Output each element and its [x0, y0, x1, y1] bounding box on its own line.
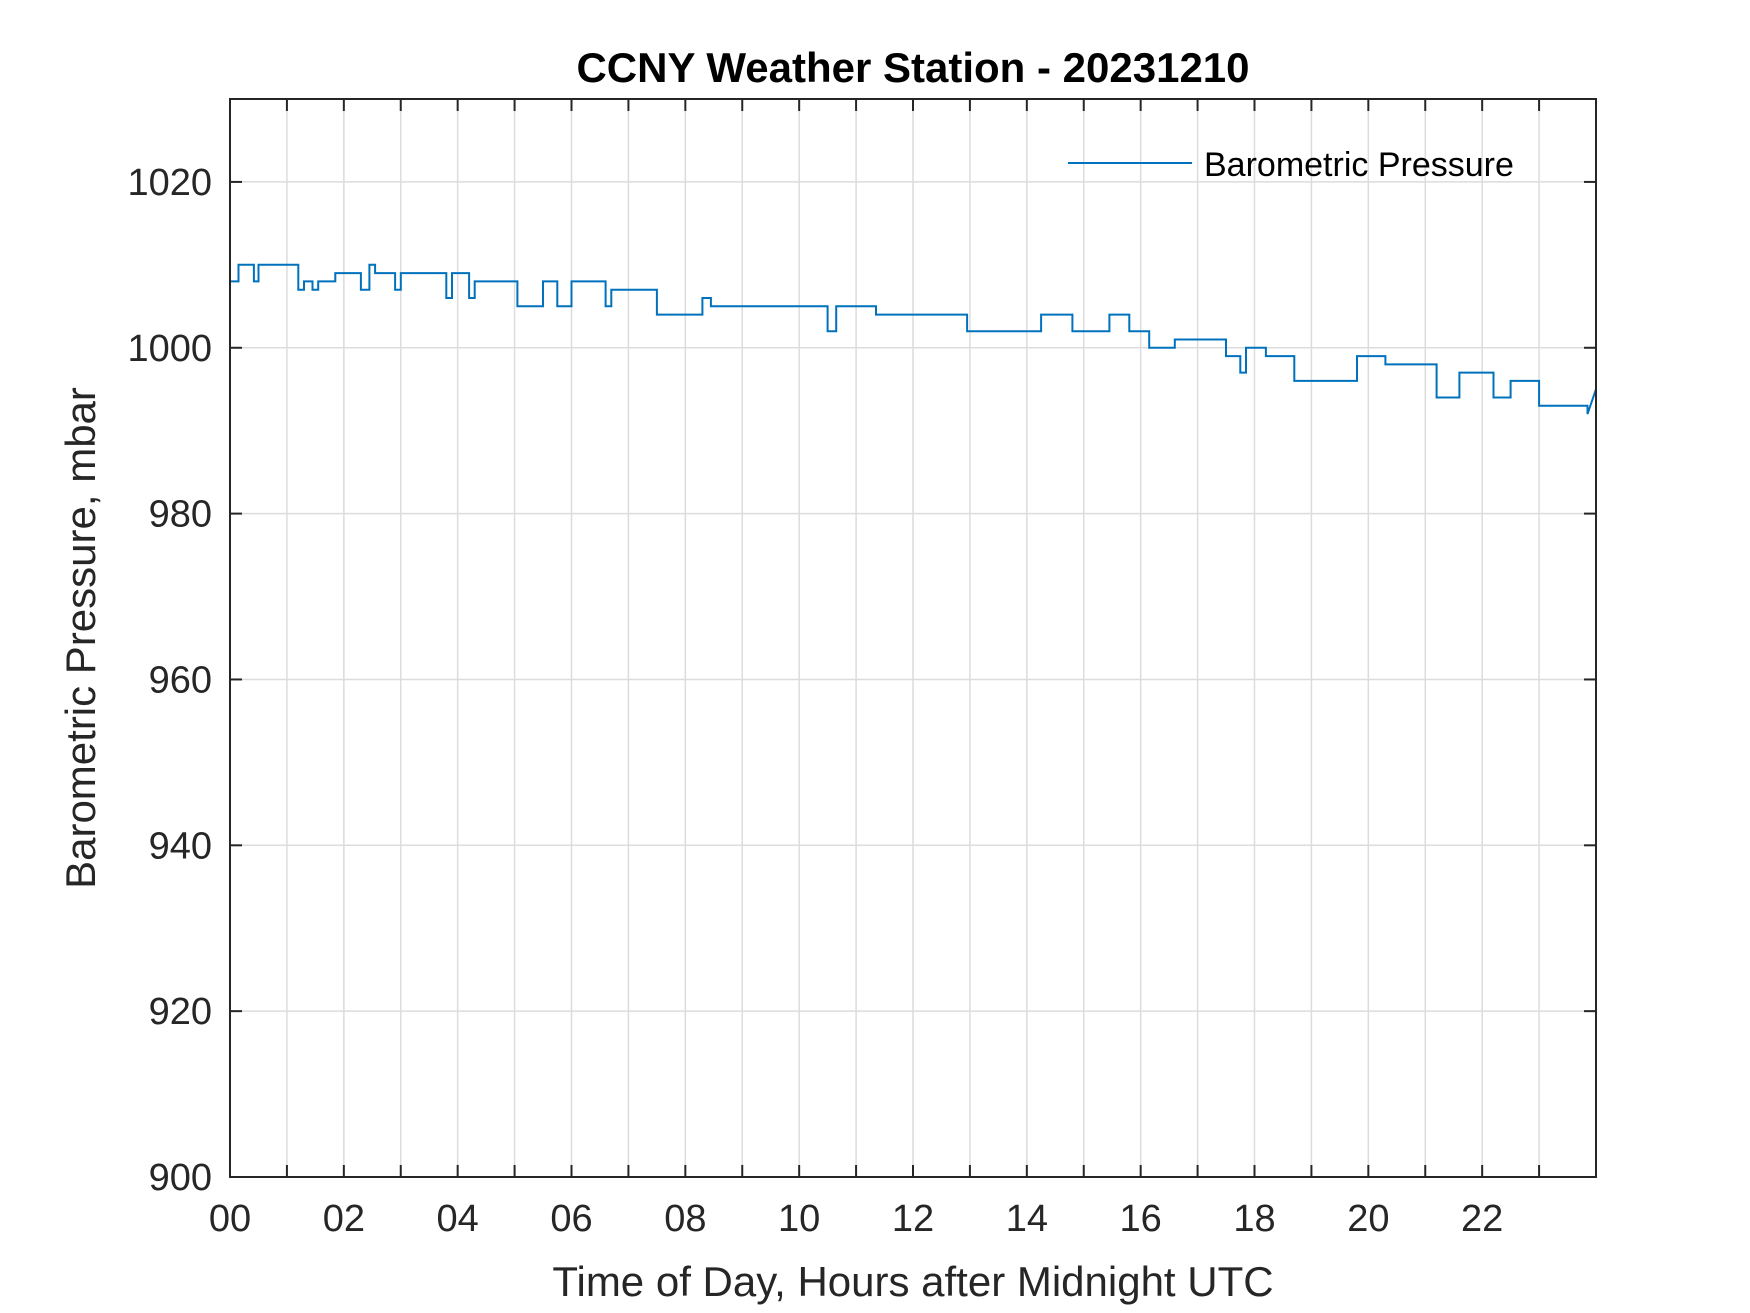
y-tick-label: 960 [149, 659, 212, 701]
axes-box [229, 98, 1597, 1178]
x-tick-label: 08 [664, 1198, 706, 1240]
x-tick-label: 20 [1347, 1198, 1389, 1240]
series-line-barometric-pressure [230, 263, 1597, 415]
x-tick-label: 04 [437, 1198, 479, 1240]
series-layer [230, 263, 1597, 415]
y-grid [230, 181, 1596, 1012]
y-tick-labels: 900 920 940 960 980 1000 1020 [127, 162, 212, 1199]
y-axis-label: Barometric Pressure, mbar [57, 387, 104, 889]
x-tick-label: 10 [778, 1198, 820, 1240]
legend-label-barometric-pressure: Barometric Pressure [1204, 146, 1514, 184]
x-axis-label: Time of Day, Hours after Midnight UTC [552, 1258, 1273, 1305]
x-tick-label: 00 [209, 1198, 251, 1240]
x-tick-labels: 00 02 04 06 08 10 12 14 16 18 20 22 [209, 1198, 1503, 1240]
y-tick-label: 1000 [127, 328, 212, 370]
y-tick-label: 920 [149, 991, 212, 1033]
tick-marks [230, 99, 1596, 1178]
x-tick-label: 14 [1006, 1198, 1048, 1240]
y-tick-label: 940 [149, 825, 212, 867]
y-tick-label: 980 [149, 494, 212, 536]
y-tick-label: 1020 [127, 162, 212, 204]
y-tick-label: 900 [149, 1157, 212, 1199]
chart-title: CCNY Weather Station - 20231210 [576, 44, 1249, 91]
x-tick-label: 16 [1120, 1198, 1162, 1240]
x-tick-label: 06 [550, 1198, 592, 1240]
x-tick-label: 12 [892, 1198, 934, 1240]
legend: Barometric Pressure [1068, 146, 1514, 184]
x-tick-label: 22 [1461, 1198, 1503, 1240]
x-tick-label: 18 [1233, 1198, 1275, 1240]
x-tick-label: 02 [323, 1198, 365, 1240]
x-grid [286, 99, 1540, 1177]
